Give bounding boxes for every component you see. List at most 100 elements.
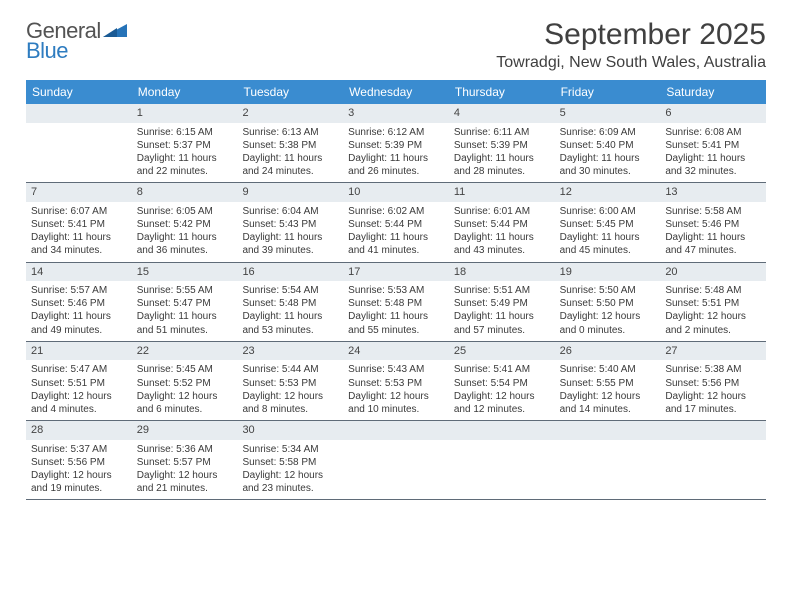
dl2-text: and 22 minutes.	[137, 165, 233, 178]
dl1-text: Daylight: 12 hours	[560, 390, 656, 403]
sunset-text: Sunset: 5:48 PM	[348, 297, 444, 310]
page-title: September 2025	[496, 18, 766, 52]
dl2-text: and 32 minutes.	[665, 165, 761, 178]
day-number: 8	[132, 183, 238, 202]
dow-friday: Friday	[555, 80, 661, 104]
sunset-text: Sunset: 5:53 PM	[348, 377, 444, 390]
dl1-text: Daylight: 12 hours	[242, 469, 338, 482]
page: General Blue September 2025 Towradgi, Ne…	[0, 0, 792, 510]
day-number: 20	[660, 263, 766, 282]
day-number: 22	[132, 342, 238, 361]
day-number: 15	[132, 263, 238, 282]
dow-tuesday: Tuesday	[237, 80, 343, 104]
sunset-text: Sunset: 5:47 PM	[137, 297, 233, 310]
dl1-text: Daylight: 12 hours	[137, 390, 233, 403]
day-number: 29	[132, 421, 238, 440]
dl2-text: and 47 minutes.	[665, 244, 761, 257]
sunrise-text: Sunrise: 6:13 AM	[242, 126, 338, 139]
sunset-text: Sunset: 5:51 PM	[31, 377, 127, 390]
day-number: 17	[343, 263, 449, 282]
dl2-text: and 2 minutes.	[665, 324, 761, 337]
sunset-text: Sunset: 5:44 PM	[348, 218, 444, 231]
day-cell	[660, 421, 766, 499]
dl2-text: and 39 minutes.	[242, 244, 338, 257]
dl1-text: Daylight: 11 hours	[560, 231, 656, 244]
sunrise-text: Sunrise: 6:15 AM	[137, 126, 233, 139]
sunset-text: Sunset: 5:56 PM	[31, 456, 127, 469]
sunset-text: Sunset: 5:40 PM	[560, 139, 656, 152]
day-cell: 26Sunrise: 5:40 AMSunset: 5:55 PMDayligh…	[555, 342, 661, 420]
day-cell: 25Sunrise: 5:41 AMSunset: 5:54 PMDayligh…	[449, 342, 555, 420]
dl1-text: Daylight: 12 hours	[560, 310, 656, 323]
dl1-text: Daylight: 12 hours	[242, 390, 338, 403]
dl2-text: and 4 minutes.	[31, 403, 127, 416]
dl2-text: and 8 minutes.	[242, 403, 338, 416]
dl1-text: Daylight: 12 hours	[665, 390, 761, 403]
sunset-text: Sunset: 5:51 PM	[665, 297, 761, 310]
sunset-text: Sunset: 5:38 PM	[242, 139, 338, 152]
day-number: 9	[237, 183, 343, 202]
day-number: 27	[660, 342, 766, 361]
sunrise-text: Sunrise: 5:57 AM	[31, 284, 127, 297]
dl1-text: Daylight: 11 hours	[665, 152, 761, 165]
day-number: 19	[555, 263, 661, 282]
dl1-text: Daylight: 11 hours	[242, 231, 338, 244]
dl1-text: Daylight: 11 hours	[348, 310, 444, 323]
dl1-text: Daylight: 11 hours	[137, 231, 233, 244]
dl1-text: Daylight: 11 hours	[454, 152, 550, 165]
day-number: 11	[449, 183, 555, 202]
week-row: 14Sunrise: 5:57 AMSunset: 5:46 PMDayligh…	[26, 263, 766, 342]
day-cell: 17 Sunrise: 5:53 AMSunset: 5:48 PMDayligh…	[343, 263, 449, 341]
day-cell: 11Sunrise: 6:01 AMSunset: 5:44 PMDayligh…	[449, 183, 555, 261]
sunset-text: Sunset: 5:44 PM	[454, 218, 550, 231]
week-row: 1Sunrise: 6:15 AMSunset: 5:37 PMDaylight…	[26, 104, 766, 183]
sunrise-text: Sunrise: 6:12 AM	[348, 126, 444, 139]
day-number: 16	[237, 263, 343, 282]
dl1-text: Daylight: 11 hours	[31, 231, 127, 244]
day-cell	[343, 421, 449, 499]
dow-wednesday: Wednesday	[343, 80, 449, 104]
empty-day-number	[26, 104, 132, 123]
sunrise-text: Sunrise: 5:36 AM	[137, 443, 233, 456]
day-number: 5	[555, 104, 661, 123]
sunrise-text: Sunrise: 6:07 AM	[31, 205, 127, 218]
dl2-text: and 49 minutes.	[31, 324, 127, 337]
header: General Blue September 2025 Towradgi, Ne…	[26, 18, 766, 72]
calendar-table: Sunday Monday Tuesday Wednesday Thursday…	[26, 80, 766, 500]
sunrise-text: Sunrise: 5:47 AM	[31, 363, 127, 376]
empty-day-number	[343, 421, 449, 440]
day-cell: 3Sunrise: 6:12 AMSunset: 5:39 PMDaylight…	[343, 104, 449, 182]
dl2-text: and 10 minutes.	[348, 403, 444, 416]
sunset-text: Sunset: 5:41 PM	[31, 218, 127, 231]
sunrise-text: Sunrise: 5:34 AM	[242, 443, 338, 456]
day-number: 23	[237, 342, 343, 361]
sunrise-text: Sunrise: 6:11 AM	[454, 126, 550, 139]
day-cell: 2Sunrise: 6:13 AMSunset: 5:38 PMDaylight…	[237, 104, 343, 182]
sunrise-text: Sunrise: 5:40 AM	[560, 363, 656, 376]
sunrise-text: Sunrise: 6:01 AM	[454, 205, 550, 218]
sunset-text: Sunset: 5:55 PM	[560, 377, 656, 390]
dl2-text: and 36 minutes.	[137, 244, 233, 257]
sunrise-text: Sunrise: 6:05 AM	[137, 205, 233, 218]
dl1-text: Daylight: 11 hours	[454, 310, 550, 323]
sunset-text: Sunset: 5:58 PM	[242, 456, 338, 469]
day-cell: 24Sunrise: 5:43 AMSunset: 5:53 PMDayligh…	[343, 342, 449, 420]
dl2-text: and 6 minutes.	[137, 403, 233, 416]
day-number: 13	[660, 183, 766, 202]
sunrise-text: Sunrise: 5:45 AM	[137, 363, 233, 376]
day-number: 12	[555, 183, 661, 202]
day-cell: 23Sunrise: 5:44 AMSunset: 5:53 PMDayligh…	[237, 342, 343, 420]
sunrise-text: Sunrise: 5:53 AM	[348, 284, 444, 297]
day-number: 24	[343, 342, 449, 361]
dl2-text: and 0 minutes.	[560, 324, 656, 337]
dl1-text: Daylight: 11 hours	[348, 231, 444, 244]
sunrise-text: Sunrise: 6:02 AM	[348, 205, 444, 218]
empty-day-number	[660, 421, 766, 440]
dow-sunday: Sunday	[26, 80, 132, 104]
day-number: 30	[237, 421, 343, 440]
sunrise-text: Sunrise: 5:44 AM	[242, 363, 338, 376]
dow-saturday: Saturday	[660, 80, 766, 104]
sunset-text: Sunset: 5:46 PM	[31, 297, 127, 310]
week-row: 7Sunrise: 6:07 AMSunset: 5:41 PMDaylight…	[26, 183, 766, 262]
day-cell: 28Sunrise: 5:37 AMSunset: 5:56 PMDayligh…	[26, 421, 132, 499]
